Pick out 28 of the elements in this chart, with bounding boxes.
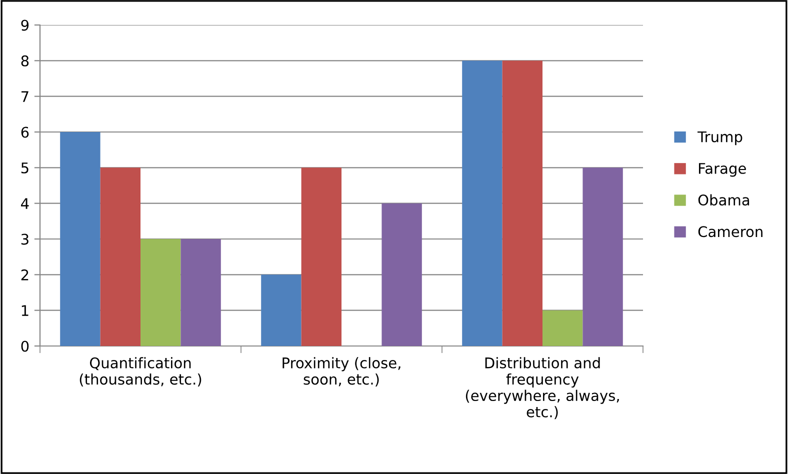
bar — [542, 310, 583, 346]
y-tick-label: 5 — [21, 162, 28, 174]
y-tick-label: 8 — [21, 55, 29, 66]
legend-label: Obama — [698, 194, 750, 206]
legend-label: Farage — [698, 163, 746, 177]
x-tick-label: Quantification (thousands, etc.) — [80, 357, 202, 386]
legend-label: Cameron — [698, 226, 762, 238]
bar — [382, 203, 422, 346]
bar — [462, 60, 502, 346]
bar — [140, 239, 181, 346]
x-tick-label: Proximity (close, soon, etc.) — [282, 357, 400, 386]
bar — [100, 168, 140, 346]
bar — [180, 239, 221, 346]
y-tick-label: 9 — [21, 20, 29, 31]
y-tick-label: 1 — [22, 305, 28, 316]
y-tick-label: 3 — [21, 234, 28, 245]
y-tick-label: 4 — [21, 198, 29, 209]
bar — [301, 168, 342, 346]
y-tick-label: 6 — [21, 126, 29, 138]
bar — [261, 274, 302, 346]
bar — [582, 168, 623, 346]
bar — [60, 132, 100, 346]
legend-label: Trump — [698, 131, 742, 146]
y-tick-label: 2 — [21, 269, 28, 280]
x-tick-label: Distribution and frequency (everywhere, always, etc.) — [466, 357, 619, 420]
bar — [502, 60, 542, 346]
y-tick-label: 7 — [22, 91, 28, 102]
y-tick-label: 0 — [21, 340, 29, 352]
